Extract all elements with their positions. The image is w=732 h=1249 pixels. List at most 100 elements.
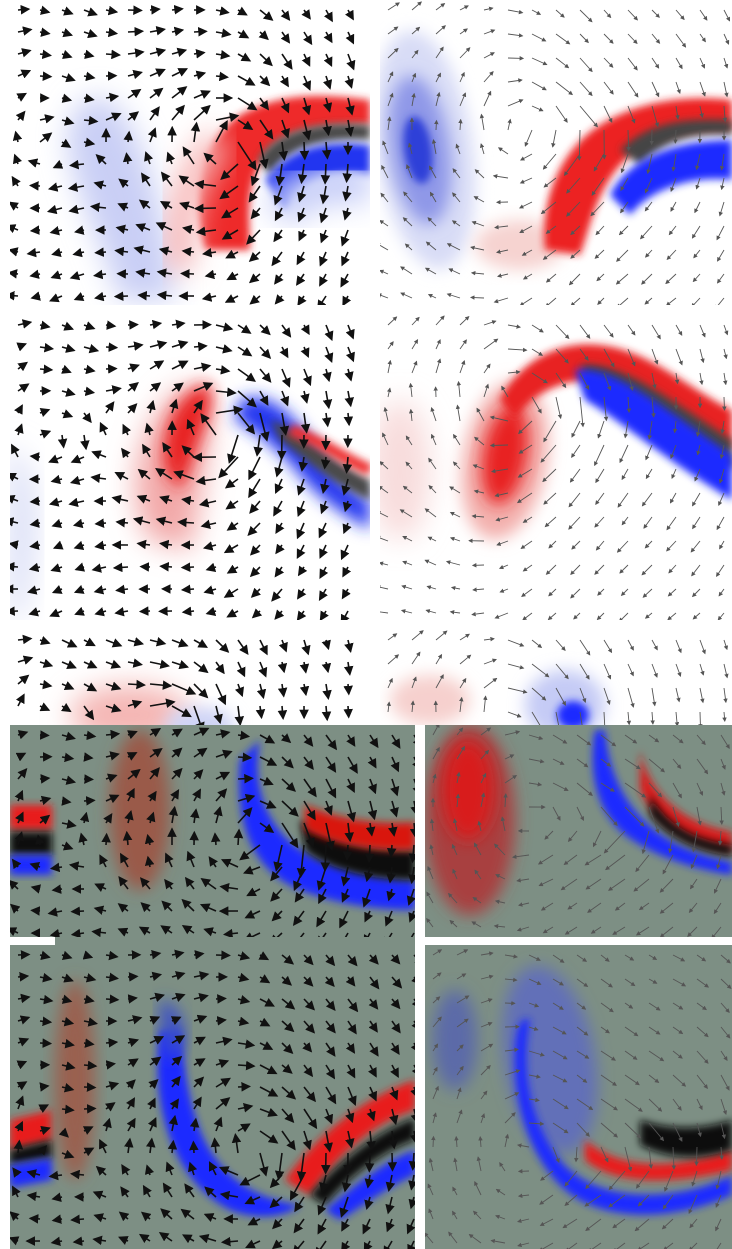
velocity-arrow	[277, 705, 288, 720]
velocity-arrow	[380, 460, 389, 470]
velocity-arrow	[322, 368, 332, 383]
velocity-arrow	[39, 114, 55, 124]
velocity-arrow	[692, 516, 701, 530]
velocity-arrow	[470, 295, 485, 300]
velocity-arrow	[322, 119, 332, 137]
velocity-arrow	[319, 610, 329, 620]
velocity-arrow	[542, 468, 557, 483]
velocity-arrow	[476, 407, 485, 422]
velocity-arrow	[695, 177, 701, 190]
velocity-arrow	[459, 5, 469, 11]
velocity-arrow	[380, 611, 389, 614]
velocity-arrow	[445, 560, 461, 566]
velocity-arrow	[215, 28, 232, 38]
velocity-arrow	[320, 456, 331, 470]
velocity-arrow	[548, 588, 557, 597]
velocity-arrow	[458, 118, 463, 131]
velocity-arrow	[402, 485, 413, 494]
velocity-arrow	[570, 588, 581, 599]
velocity-arrow	[620, 201, 629, 214]
velocity-arrow	[248, 251, 261, 262]
velocity-arrow	[113, 291, 129, 302]
velocity-arrow	[456, 380, 462, 398]
velocity-arrow	[105, 5, 119, 16]
negative-lobe	[68, 98, 175, 300]
velocity-arrow	[83, 28, 98, 39]
velocity-arrow	[411, 1, 422, 11]
velocity-arrow	[694, 1146, 699, 1167]
velocity-arrow	[83, 1082, 97, 1092]
velocity-arrow	[10, 517, 19, 527]
velocity-arrow	[14, 404, 23, 415]
velocity-arrow	[61, 6, 74, 16]
velocity-arrow	[342, 500, 353, 513]
velocity-arrow	[186, 418, 196, 436]
velocity-arrow	[424, 508, 437, 518]
velocity-arrow	[317, 295, 327, 305]
velocity-arrow	[501, 385, 509, 398]
velocity-arrow	[667, 612, 677, 620]
velocity-arrow	[29, 540, 41, 550]
velocity-arrow	[61, 321, 74, 331]
velocity-arrow	[343, 412, 354, 427]
velocity-arrow	[17, 361, 28, 372]
velocity-arrow	[319, 207, 329, 224]
velocity-arrow	[193, 362, 212, 373]
velocity-arrow	[597, 420, 605, 439]
velocity-arrow	[671, 153, 677, 172]
velocity-arrow	[83, 71, 96, 82]
velocity-arrow	[723, 372, 728, 386]
velocity-arrow	[344, 119, 355, 137]
velocity-arrow	[627, 9, 639, 21]
velocity-arrow	[162, 442, 173, 458]
velocity-arrow	[647, 420, 653, 440]
velocity-arrow	[522, 516, 533, 523]
velocity-arrow	[435, 91, 441, 107]
velocity-arrow	[435, 339, 441, 350]
velocity-arrow	[507, 78, 523, 83]
velocity-arrow	[83, 386, 96, 397]
velocity-arrow	[94, 247, 107, 257]
velocity-arrow	[296, 544, 306, 560]
velocity-arrow	[666, 540, 677, 552]
velocity-arrow	[80, 434, 90, 451]
velocity-arrow	[259, 368, 272, 383]
velocity-arrow	[459, 92, 467, 107]
velocity-arrow	[387, 1152, 398, 1172]
velocity-arrow	[495, 516, 509, 522]
velocity-arrow	[28, 607, 41, 617]
velocity-arrow	[531, 81, 547, 91]
velocity-arrow	[555, 324, 570, 340]
velocity-arrow	[699, 81, 706, 97]
velocity-arrow	[28, 1214, 41, 1224]
velocity-arrow	[675, 324, 683, 336]
velocity-arrow	[193, 104, 211, 121]
velocity-arrow	[452, 192, 461, 203]
velocity-arrow	[341, 588, 351, 600]
velocity-arrow	[692, 492, 701, 507]
velocity-arrow	[73, 292, 85, 301]
velocity-arrow	[424, 559, 437, 566]
velocity-arrow	[181, 445, 195, 458]
velocity-arrow	[555, 57, 570, 69]
velocity-arrow	[194, 179, 217, 190]
velocity-arrow	[639, 225, 653, 240]
velocity-arrow	[522, 564, 533, 572]
velocity-arrow	[507, 369, 521, 375]
velocity-arrow	[259, 141, 269, 169]
velocity-arrow	[249, 500, 261, 514]
velocity-arrow	[202, 247, 217, 258]
velocity-arrow	[300, 324, 310, 336]
velocity-arrow	[30, 906, 41, 916]
velocity-arrow	[594, 564, 605, 575]
velocity-arrow	[722, 396, 727, 411]
velocity-arrow	[723, 33, 730, 45]
velocity-arrow	[10, 561, 19, 572]
velocity-arrow	[675, 105, 680, 120]
velocity-arrow	[426, 585, 437, 590]
velocity-arrow	[621, 516, 629, 526]
velocity-arrow	[380, 269, 389, 275]
velocity-arrow	[671, 468, 677, 480]
velocity-arrow	[193, 90, 211, 99]
velocity-arrow	[472, 464, 485, 470]
